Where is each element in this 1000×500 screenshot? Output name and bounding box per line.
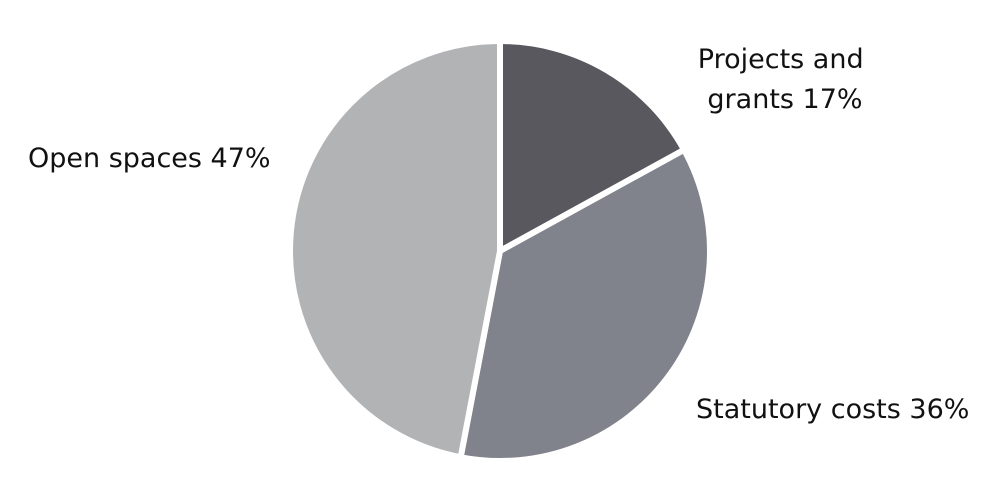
pie-slices: [287, 37, 713, 464]
pie-slice-projects-and-grants: [497, 37, 689, 257]
pie-slice-statutory-costs: [457, 145, 713, 464]
label-projects-and-grants-line-2: grants 17%: [707, 84, 862, 115]
label-projects-and-grants-line-1: Projects and: [698, 44, 864, 75]
label-open-spaces: Open spaces 47%: [28, 143, 271, 174]
pie-labels: Projects and grants 17% Statutory costs …: [28, 44, 969, 425]
pie-slice-open-spaces: [287, 37, 503, 461]
label-projects-and-grants: Projects and grants 17%: [698, 44, 872, 115]
label-statutory-costs: Statutory costs 36%: [696, 394, 969, 425]
